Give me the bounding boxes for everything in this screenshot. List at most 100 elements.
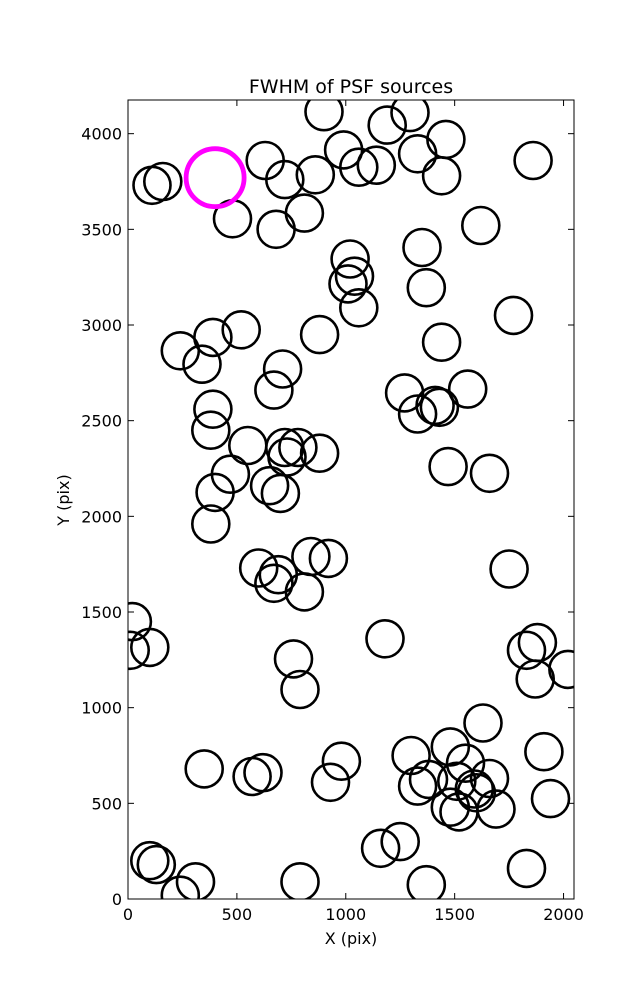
psf-source-marker: [254, 563, 294, 604]
psf-source-marker: [408, 759, 449, 800]
psf-source-marker: [380, 821, 421, 862]
psf-source-marker: [280, 862, 320, 899]
psf-source-marker: [278, 427, 318, 468]
psf-source-marker: [469, 758, 510, 799]
y-axis-label: Y (pix): [54, 474, 73, 526]
psf-source-marker: [328, 264, 368, 304]
psf-source-marker: [175, 862, 216, 899]
psf-source-marker: [430, 787, 471, 828]
psf-source-marker: [439, 792, 479, 832]
y-tick-label: 2000: [81, 507, 122, 526]
chart-title: FWHM of PSF sources: [249, 76, 453, 98]
psf-source-marker: [132, 165, 172, 206]
psf-source-marker: [428, 446, 468, 487]
psf-source-marker: [513, 140, 553, 181]
y-tick-label: 0: [112, 890, 122, 909]
psf-source-marker: [273, 639, 314, 679]
x-tick-label: 2000: [543, 905, 584, 924]
psf-source-marker: [299, 314, 340, 355]
psf-source-marker: [390, 100, 430, 133]
psf-source-marker: [469, 453, 510, 494]
psf-source-marker: [238, 548, 279, 588]
psf-source-marker: [182, 344, 222, 385]
psf-source-marker: [515, 659, 556, 699]
psf-source-marker: [191, 504, 231, 544]
psf-source-marker: [160, 875, 201, 899]
psf-source-marker: [421, 322, 462, 363]
y-tick-label: 2500: [81, 412, 122, 431]
psf-source-marker: [367, 105, 408, 145]
psf-source-marker: [406, 864, 447, 899]
x-axis-label: X (pix): [325, 929, 378, 948]
psf-source-marker: [338, 287, 379, 328]
psf-source-marker: [321, 741, 362, 782]
psf-source-marker: [299, 433, 340, 474]
psf-source-marker: [304, 100, 344, 132]
psf-source-marker: [310, 762, 351, 803]
psf-source-marker: [530, 778, 571, 819]
psf-source-marker: [548, 649, 574, 690]
x-tick-label: 500: [222, 905, 253, 924]
y-tick-label: 3500: [81, 220, 122, 239]
psf-source-marker: [280, 669, 320, 710]
highlighted-source-marker: [183, 146, 247, 210]
psf-source-marker: [193, 389, 233, 430]
psf-source-marker: [365, 618, 405, 659]
psf-source-marker: [249, 465, 290, 506]
psf-source-marker: [436, 761, 477, 802]
psf-source-marker: [397, 134, 438, 174]
psf-source-marker: [397, 394, 438, 434]
psf-source-marker: [447, 369, 488, 409]
psf-source-marker: [128, 630, 150, 671]
x-tick-label: 1500: [434, 905, 475, 924]
psf-source-marker: [415, 385, 455, 426]
plot-area-frame: [127, 99, 575, 900]
psf-source-marker: [334, 256, 375, 297]
psf-source-marker: [397, 766, 438, 806]
x-tick-label: 1000: [325, 905, 366, 924]
psf-source-marker: [445, 743, 486, 784]
psf-source-marker: [254, 370, 294, 410]
psf-source-marker: [184, 749, 224, 789]
psf-source-marker: [506, 848, 547, 889]
psf-source-marker: [406, 267, 447, 308]
y-tick-label: 4000: [81, 125, 122, 144]
psf-source-marker: [191, 410, 231, 451]
psf-source-marker: [493, 295, 534, 336]
psf-source-marker: [402, 227, 442, 268]
scatter-markers: [128, 100, 574, 899]
y-tick-label: 3000: [81, 316, 122, 335]
psf-source-marker: [284, 572, 325, 612]
y-tick-label: 500: [91, 794, 122, 813]
psf-source-marker: [262, 349, 303, 389]
y-tick-label: 1500: [81, 603, 122, 622]
psf-source-marker: [136, 844, 177, 885]
psf-source-marker: [130, 840, 170, 881]
psf-source-marker: [308, 538, 349, 579]
psf-source-marker: [489, 549, 529, 589]
psf-source-marker: [421, 156, 462, 196]
psf-source-marker: [260, 473, 301, 514]
psf-source-marker: [524, 731, 564, 772]
psf-source-marker: [195, 472, 235, 513]
psf-source-marker: [356, 145, 397, 185]
psf-source-marker: [264, 159, 305, 200]
psf-source-marker: [295, 155, 336, 195]
x-tick-label: 0: [123, 905, 133, 924]
psf-source-marker: [256, 209, 296, 250]
psf-source-marker: [419, 387, 460, 428]
psf-source-marker: [130, 627, 170, 668]
psf-source-marker: [338, 147, 379, 187]
psf-source-marker: [330, 239, 370, 279]
psf-source-marker: [221, 309, 261, 350]
psf-source-marker: [463, 703, 503, 743]
psf-source-marker: [160, 330, 201, 371]
axis-ticks: 0 500 1000 1500 2000 0 500 1000 1500 2000 2500 3000…: [81, 100, 584, 924]
psf-source-marker: [460, 205, 501, 246]
psf-source-marker: [430, 727, 471, 767]
y-tick-label: 1000: [81, 699, 122, 718]
psf-source-marker: [232, 756, 272, 797]
psf-source-marker: [506, 630, 547, 671]
